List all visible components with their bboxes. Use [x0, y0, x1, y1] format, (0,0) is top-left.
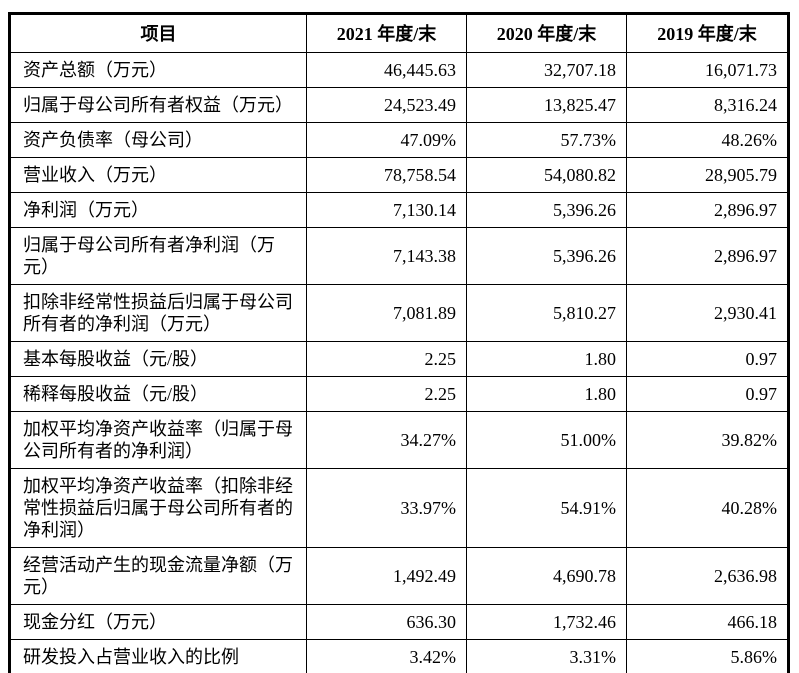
table-row: 加权平均净资产收益率（扣除非经常性损益后归属于母公司所有者的净利润） 33.97%… [9, 468, 789, 548]
table-row: 资产总额（万元） 46,445.63 32,707.18 16,071.73 [9, 52, 789, 88]
row-value-cell: 3.42% [306, 639, 467, 673]
row-value-cell: 636.30 [306, 604, 467, 640]
table-row: 基本每股收益（元/股） 2.25 1.80 0.97 [9, 341, 789, 377]
table-row: 研发投入占营业收入的比例 3.42% 3.31% 5.86% [9, 639, 789, 673]
row-value-cell: 4,690.78 [466, 547, 627, 605]
row-value-cell: 3.31% [466, 639, 627, 673]
row-label-cell: 加权平均净资产收益率（归属于母公司所有者的净利润） [9, 411, 307, 469]
row-value-cell: 1.80 [466, 376, 627, 412]
row-value-cell: 7,081.89 [306, 284, 467, 342]
row-label-cell: 现金分红（万元） [9, 604, 307, 640]
row-value-cell: 39.82% [626, 411, 789, 469]
row-value-cell: 466.18 [626, 604, 789, 640]
table-row: 稀释每股收益（元/股） 2.25 1.80 0.97 [9, 376, 789, 412]
row-label-cell: 资产负债率（母公司） [9, 122, 307, 158]
table-row: 扣除非经常性损益后归属于母公司所有者的净利润（万元） 7,081.89 5,810.… [9, 284, 789, 342]
table-body: 资产总额（万元） 46,445.63 32,707.18 16,071.73 归属于母公… [9, 52, 789, 673]
table-header: 项目 2021 年度/末 2020 年度/末 2019 年度/末 [9, 13, 789, 53]
row-value-cell: 46,445.63 [306, 52, 467, 88]
row-label-cell: 研发投入占营业收入的比例 [9, 639, 307, 673]
row-value-cell: 2.25 [306, 376, 467, 412]
row-value-cell: 32,707.18 [466, 52, 627, 88]
row-label-cell: 归属于母公司所有者权益（万元） [9, 87, 307, 123]
row-value-cell: 34.27% [306, 411, 467, 469]
row-value-cell: 2,896.97 [626, 192, 789, 228]
row-value-cell: 51.00% [466, 411, 627, 469]
row-label-cell: 稀释每股收益（元/股） [9, 376, 307, 412]
row-value-cell: 16,071.73 [626, 52, 789, 88]
financial-summary-table: 项目 2021 年度/末 2020 年度/末 2019 年度/末 资产总额（万元… [8, 12, 790, 673]
row-value-cell: 24,523.49 [306, 87, 467, 123]
table-row: 资产负债率（母公司） 47.09% 57.73% 48.26% [9, 122, 789, 158]
column-header-2021: 2021 年度/末 [306, 13, 467, 53]
row-value-cell: 1.80 [466, 341, 627, 377]
row-value-cell: 13,825.47 [466, 87, 627, 123]
column-header-2020: 2020 年度/末 [466, 13, 627, 53]
row-label-cell: 营业收入（万元） [9, 157, 307, 193]
header-row: 项目 2021 年度/末 2020 年度/末 2019 年度/末 [9, 13, 789, 53]
row-label-cell: 资产总额（万元） [9, 52, 307, 88]
row-value-cell: 40.28% [626, 468, 789, 548]
row-value-cell: 2,896.97 [626, 227, 789, 285]
row-value-cell: 57.73% [466, 122, 627, 158]
row-label-cell: 加权平均净资产收益率（扣除非经常性损益后归属于母公司所有者的净利润） [9, 468, 307, 548]
row-value-cell: 2,930.41 [626, 284, 789, 342]
table-row: 营业收入（万元） 78,758.54 54,080.82 28,905.79 [9, 157, 789, 193]
row-value-cell: 28,905.79 [626, 157, 789, 193]
table-row: 经营活动产生的现金流量净额（万元） 1,492.49 4,690.78 2,636.9… [9, 547, 789, 605]
row-value-cell: 5,396.26 [466, 192, 627, 228]
row-label-cell: 扣除非经常性损益后归属于母公司所有者的净利润（万元） [9, 284, 307, 342]
table-row: 归属于母公司所有者权益（万元） 24,523.49 13,825.47 8,316.2… [9, 87, 789, 123]
row-value-cell: 54.91% [466, 468, 627, 548]
row-value-cell: 0.97 [626, 341, 789, 377]
row-label-cell: 归属于母公司所有者净利润（万元） [9, 227, 307, 285]
row-value-cell: 5,810.27 [466, 284, 627, 342]
column-header-2019: 2019 年度/末 [626, 13, 789, 53]
table-row: 归属于母公司所有者净利润（万元） 7,143.38 5,396.26 2,896.97 [9, 227, 789, 285]
row-label-cell: 基本每股收益（元/股） [9, 341, 307, 377]
table-row: 净利润（万元） 7,130.14 5,396.26 2,896.97 [9, 192, 789, 228]
row-value-cell: 0.97 [626, 376, 789, 412]
row-label-cell: 经营活动产生的现金流量净额（万元） [9, 547, 307, 605]
row-value-cell: 33.97% [306, 468, 467, 548]
row-value-cell: 2,636.98 [626, 547, 789, 605]
column-header-item: 项目 [9, 13, 307, 53]
row-value-cell: 5.86% [626, 639, 789, 673]
row-value-cell: 7,130.14 [306, 192, 467, 228]
row-value-cell: 1,492.49 [306, 547, 467, 605]
row-value-cell: 1,732.46 [466, 604, 627, 640]
row-value-cell: 78,758.54 [306, 157, 467, 193]
row-value-cell: 54,080.82 [466, 157, 627, 193]
row-label-cell: 净利润（万元） [9, 192, 307, 228]
row-value-cell: 47.09% [306, 122, 467, 158]
row-value-cell: 48.26% [626, 122, 789, 158]
row-value-cell: 7,143.38 [306, 227, 467, 285]
row-value-cell: 5,396.26 [466, 227, 627, 285]
table-row: 加权平均净资产收益率（归属于母公司所有者的净利润） 34.27% 51.00% 39.… [9, 411, 789, 469]
table-row: 现金分红（万元） 636.30 1,732.46 466.18 [9, 604, 789, 640]
row-value-cell: 2.25 [306, 341, 467, 377]
row-value-cell: 8,316.24 [626, 87, 789, 123]
